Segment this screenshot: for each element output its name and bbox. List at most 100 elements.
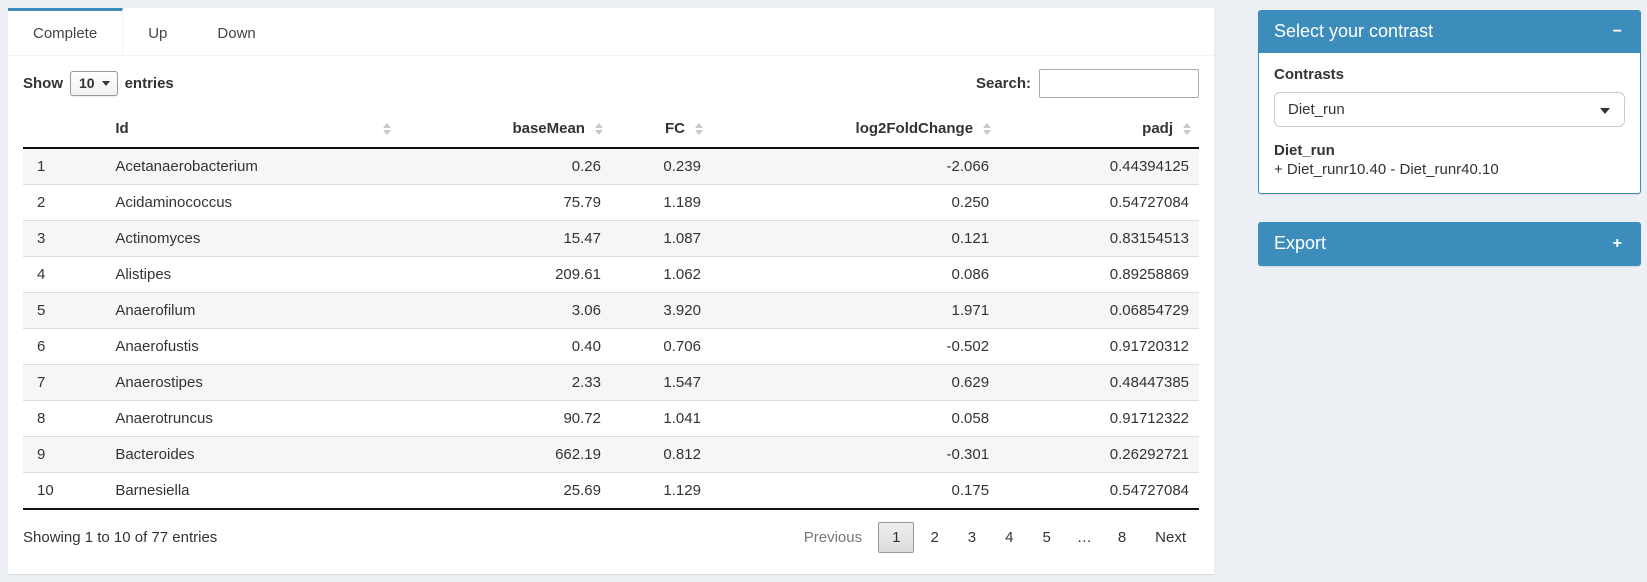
row-index: 7 — [23, 365, 105, 401]
cell-log2foldchange: 0.121 — [711, 221, 999, 257]
column-header-label: Id — [115, 120, 128, 137]
cell-padj: 0.44394125 — [999, 148, 1199, 185]
cell-log2foldchange: 0.175 — [711, 473, 999, 510]
pagination-previous[interactable]: Previous — [791, 523, 875, 552]
entries-label: entries — [125, 75, 174, 92]
cell-id: Anaerostipes — [105, 365, 399, 401]
pagination-8[interactable]: 8 — [1105, 523, 1139, 552]
row-index: 9 — [23, 437, 105, 473]
cell-log2foldchange: 0.629 — [711, 365, 999, 401]
table-row[interactable]: 5Anaerofilum3.063.9201.9710.06854729 — [23, 293, 1199, 329]
table-info: Showing 1 to 10 of 77 entries — [23, 529, 217, 546]
cell-fc: 1.129 — [611, 473, 711, 510]
table-row[interactable]: 3Actinomyces15.471.0870.1210.83154513 — [23, 221, 1199, 257]
cell-fc: 3.920 — [611, 293, 711, 329]
search-label: Search: — [976, 75, 1031, 92]
column-header-log2foldchange[interactable]: log2FoldChange — [711, 110, 999, 148]
cell-basemean: 25.69 — [399, 473, 611, 510]
cell-basemean: 209.61 — [399, 257, 611, 293]
column-header-basemean[interactable]: baseMean — [399, 110, 611, 148]
cell-id: Barnesiella — [105, 473, 399, 510]
cell-log2foldchange: 0.086 — [711, 257, 999, 293]
contrast-panel-header: Select your contrast − — [1259, 11, 1640, 53]
table-row[interactable]: 4Alistipes209.611.0620.0860.89258869 — [23, 257, 1199, 293]
row-index: 8 — [23, 401, 105, 437]
pagination-4[interactable]: 4 — [992, 523, 1026, 552]
export-panel-header[interactable]: Export + — [1258, 222, 1641, 266]
chevron-down-icon — [102, 81, 110, 86]
row-index: 3 — [23, 221, 105, 257]
contrast-panel: Select your contrast − Contrasts Diet_ru… — [1258, 10, 1641, 194]
cell-padj: 0.83154513 — [999, 221, 1199, 257]
cell-fc: 1.087 — [611, 221, 711, 257]
cell-fc: 1.062 — [611, 257, 711, 293]
cell-basemean: 15.47 — [399, 221, 611, 257]
search-control: Search: — [976, 69, 1199, 98]
tab-down[interactable]: Down — [192, 8, 280, 55]
row-index: 6 — [23, 329, 105, 365]
contrast-detail-title: Diet_run — [1274, 142, 1625, 159]
cell-id: Acidaminococcus — [105, 185, 399, 221]
sort-icon — [383, 123, 391, 135]
entries-select[interactable]: 10 — [70, 71, 118, 96]
column-header-label: baseMean — [512, 120, 585, 137]
table-body: 1Acetanaerobacterium0.260.239-2.0660.443… — [23, 148, 1199, 509]
cell-basemean: 2.33 — [399, 365, 611, 401]
pagination-1[interactable]: 1 — [878, 522, 914, 553]
tab-up[interactable]: Up — [123, 8, 192, 55]
contrast-select[interactable]: Diet_run — [1274, 92, 1625, 127]
pagination-next[interactable]: Next — [1142, 523, 1199, 552]
table-row[interactable]: 10Barnesiella25.691.1290.1750.54727084 — [23, 473, 1199, 510]
cell-id: Acetanaerobacterium — [105, 148, 399, 185]
cell-id: Anaerofustis — [105, 329, 399, 365]
cell-padj: 0.54727084 — [999, 473, 1199, 510]
row-index: 1 — [23, 148, 105, 185]
cell-id: Anaerotruncus — [105, 401, 399, 437]
results-table: Id baseMean FC log2FoldChange — [23, 110, 1199, 510]
cell-log2foldchange: -0.301 — [711, 437, 999, 473]
pagination-3[interactable]: 3 — [955, 523, 989, 552]
tab-complete[interactable]: Complete — [8, 8, 123, 55]
row-index: 5 — [23, 293, 105, 329]
cell-log2foldchange: 0.058 — [711, 401, 999, 437]
cell-log2foldchange: -2.066 — [711, 148, 999, 185]
column-header-padj[interactable]: padj — [999, 110, 1199, 148]
column-header-fc[interactable]: FC — [611, 110, 711, 148]
contrast-panel-title: Select your contrast — [1274, 21, 1433, 42]
cell-basemean: 0.40 — [399, 329, 611, 365]
column-header-label: FC — [665, 120, 685, 137]
cell-id: Alistipes — [105, 257, 399, 293]
table-row[interactable]: 6Anaerofustis0.400.706-0.5020.91720312 — [23, 329, 1199, 365]
collapse-plus-icon[interactable]: + — [1610, 234, 1625, 254]
cell-basemean: 90.72 — [399, 401, 611, 437]
cell-padj: 0.06854729 — [999, 293, 1199, 329]
pagination: Previous12345…8Next — [788, 522, 1199, 553]
cell-fc: 0.706 — [611, 329, 711, 365]
search-input[interactable] — [1039, 69, 1199, 98]
table-row[interactable]: 8Anaerotruncus90.721.0410.0580.91712322 — [23, 401, 1199, 437]
entries-select-value: 10 — [79, 75, 95, 91]
cell-id: Bacteroides — [105, 437, 399, 473]
cell-id: Actinomyces — [105, 221, 399, 257]
column-header-id[interactable]: Id — [105, 110, 399, 148]
collapse-minus-icon[interactable]: − — [1610, 22, 1625, 42]
column-header-label: padj — [1142, 120, 1173, 137]
cell-id: Anaerofilum — [105, 293, 399, 329]
table-row[interactable]: 1Acetanaerobacterium0.260.239-2.0660.443… — [23, 148, 1199, 185]
cell-padj: 0.26292721 — [999, 437, 1199, 473]
pagination-5[interactable]: 5 — [1029, 523, 1063, 552]
show-label: Show — [23, 75, 63, 92]
cell-fc: 0.812 — [611, 437, 711, 473]
contrast-detail-formula: + Diet_runr10.40 - Diet_runr40.10 — [1274, 161, 1625, 178]
cell-padj: 0.91720312 — [999, 329, 1199, 365]
results-card: Complete Up Down Show 10 entries Search: — [8, 8, 1214, 574]
table-row[interactable]: 2Acidaminococcus75.791.1890.2500.5472708… — [23, 185, 1199, 221]
table-row[interactable]: 9Bacteroides662.190.812-0.3010.26292721 — [23, 437, 1199, 473]
pagination-2[interactable]: 2 — [917, 523, 951, 552]
column-header-label: log2FoldChange — [856, 120, 974, 137]
table-row[interactable]: 7Anaerostipes2.331.5470.6290.48447385 — [23, 365, 1199, 401]
contrasts-label: Contrasts — [1274, 66, 1625, 83]
cell-fc: 1.547 — [611, 365, 711, 401]
pagination-ellipsis: … — [1067, 523, 1102, 552]
column-header-index — [23, 110, 105, 148]
